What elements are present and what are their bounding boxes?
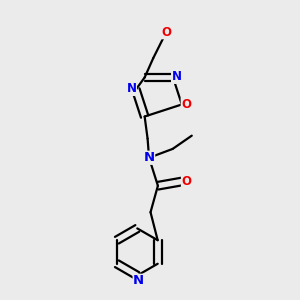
Text: O: O bbox=[181, 98, 191, 111]
Text: O: O bbox=[161, 26, 171, 39]
Text: O: O bbox=[182, 175, 191, 188]
Text: N: N bbox=[127, 82, 136, 95]
Text: N: N bbox=[172, 70, 182, 83]
Text: N: N bbox=[143, 151, 155, 164]
Text: N: N bbox=[133, 274, 144, 287]
